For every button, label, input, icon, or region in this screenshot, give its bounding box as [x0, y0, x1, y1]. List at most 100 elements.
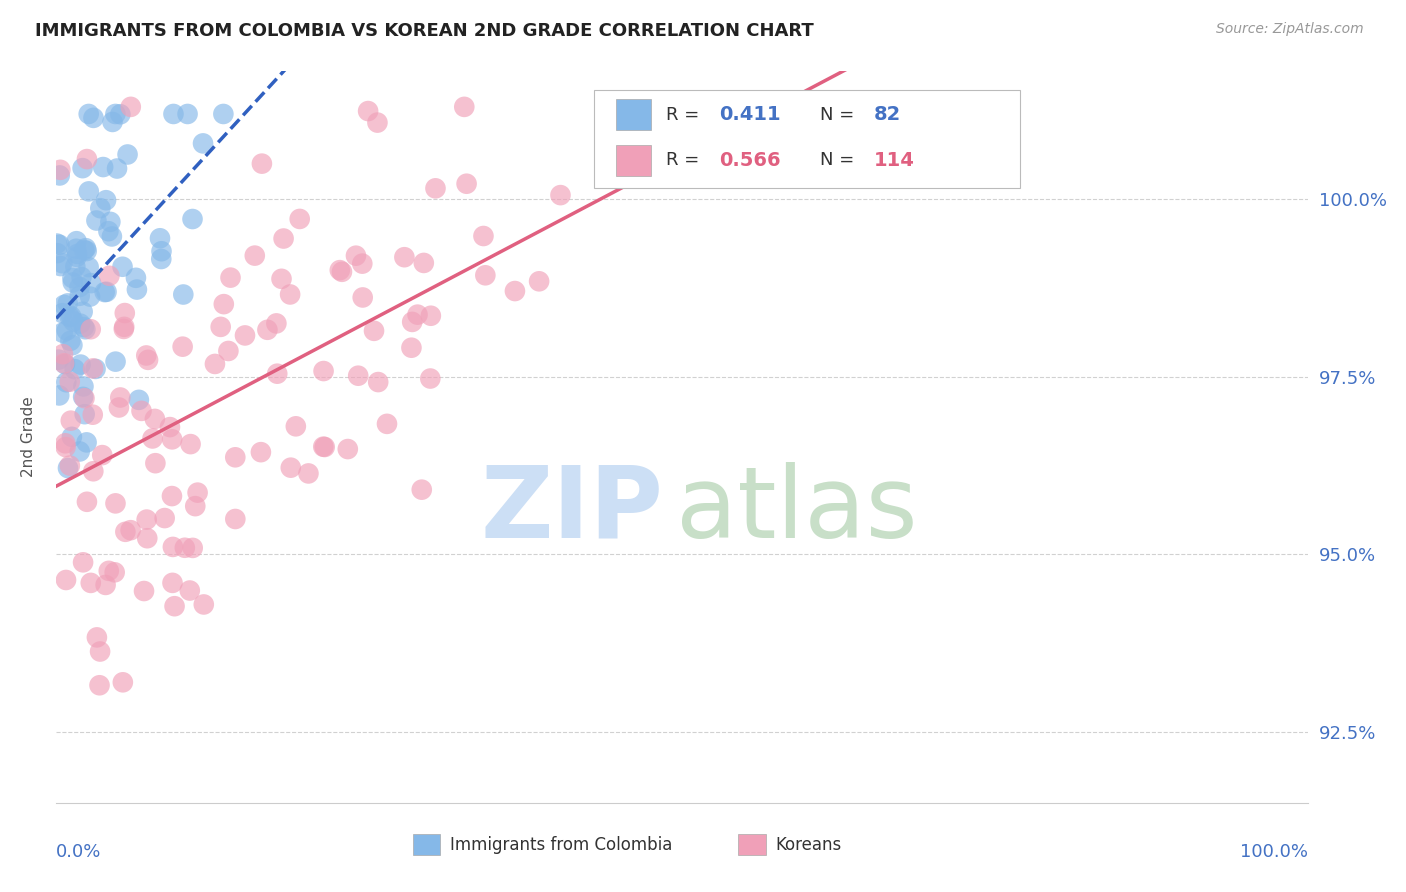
Point — [82, 361, 104, 376]
Point — [150, 252, 173, 266]
Point — [101, 115, 124, 129]
Point — [76, 495, 98, 509]
Point — [153, 511, 176, 525]
Point — [141, 432, 163, 446]
Point — [72, 379, 94, 393]
Point — [111, 675, 134, 690]
Point — [312, 440, 335, 454]
Point — [135, 513, 157, 527]
Point — [86, 213, 108, 227]
Point — [284, 419, 307, 434]
Point — [363, 324, 385, 338]
Point — [97, 564, 120, 578]
Point — [60, 430, 83, 444]
Point — [56, 296, 79, 310]
Point — [425, 181, 447, 195]
Point — [219, 270, 242, 285]
Point — [111, 260, 134, 274]
Point — [89, 201, 111, 215]
Point — [76, 244, 98, 258]
Point — [453, 100, 475, 114]
Point — [193, 598, 215, 612]
FancyBboxPatch shape — [413, 833, 440, 855]
Point — [125, 270, 148, 285]
Point — [63, 362, 86, 376]
Point — [77, 107, 100, 121]
Point — [75, 322, 97, 336]
Point — [49, 259, 72, 273]
Point — [273, 231, 295, 245]
Point — [159, 420, 181, 434]
Point — [278, 287, 301, 301]
Point — [75, 241, 97, 255]
Point — [314, 440, 336, 454]
Text: 82: 82 — [873, 105, 901, 124]
Point — [357, 104, 380, 119]
Point — [82, 464, 104, 478]
Point — [49, 162, 72, 177]
Point — [52, 347, 75, 361]
Point — [120, 100, 142, 114]
Point — [163, 599, 186, 614]
Point — [330, 265, 353, 279]
Point — [62, 276, 84, 290]
Point — [96, 285, 118, 299]
Point — [69, 358, 91, 372]
Point — [406, 308, 429, 322]
Point — [72, 390, 94, 404]
Point — [101, 229, 124, 244]
Point — [419, 309, 441, 323]
Point — [145, 456, 167, 470]
Point — [104, 496, 127, 510]
Text: ZIP: ZIP — [481, 462, 664, 558]
Point — [76, 152, 98, 166]
Point — [280, 460, 302, 475]
Text: 114: 114 — [873, 151, 914, 169]
Point — [98, 268, 121, 283]
Point — [80, 322, 103, 336]
Point — [233, 328, 256, 343]
Text: Source: ZipAtlas.com: Source: ZipAtlas.com — [1216, 22, 1364, 37]
Point — [394, 250, 416, 264]
Point — [179, 583, 201, 598]
Point — [204, 357, 226, 371]
Point — [53, 436, 76, 450]
Point — [184, 499, 207, 513]
Point — [66, 247, 89, 261]
Point — [366, 115, 388, 129]
FancyBboxPatch shape — [616, 99, 651, 130]
Point — [73, 391, 96, 405]
FancyBboxPatch shape — [616, 145, 651, 176]
Point — [104, 566, 127, 580]
Point — [69, 444, 91, 458]
Point — [52, 326, 75, 340]
Point — [112, 322, 135, 336]
Point — [550, 188, 572, 202]
Point — [69, 280, 91, 294]
Text: 2nd Grade: 2nd Grade — [21, 397, 37, 477]
Point — [55, 573, 77, 587]
Point — [131, 404, 153, 418]
Point — [150, 244, 173, 259]
Point — [172, 340, 194, 354]
FancyBboxPatch shape — [738, 833, 766, 855]
Point — [706, 100, 728, 114]
Point — [53, 357, 76, 371]
Point — [456, 177, 478, 191]
Point — [108, 401, 131, 415]
Point — [91, 160, 114, 174]
Point — [135, 349, 157, 363]
Point — [89, 678, 111, 692]
Point — [172, 287, 194, 301]
Point — [84, 362, 107, 376]
Point — [110, 107, 132, 121]
Point — [191, 136, 214, 151]
Point — [48, 169, 70, 183]
Point — [45, 236, 67, 251]
Point — [352, 290, 374, 304]
Text: IMMIGRANTS FROM COLOMBIA VS KOREAN 2ND GRADE CORRELATION CHART: IMMIGRANTS FROM COLOMBIA VS KOREAN 2ND G… — [35, 22, 814, 40]
Point — [66, 250, 89, 264]
Point — [72, 304, 94, 318]
Point — [288, 211, 311, 226]
Point — [48, 237, 70, 252]
